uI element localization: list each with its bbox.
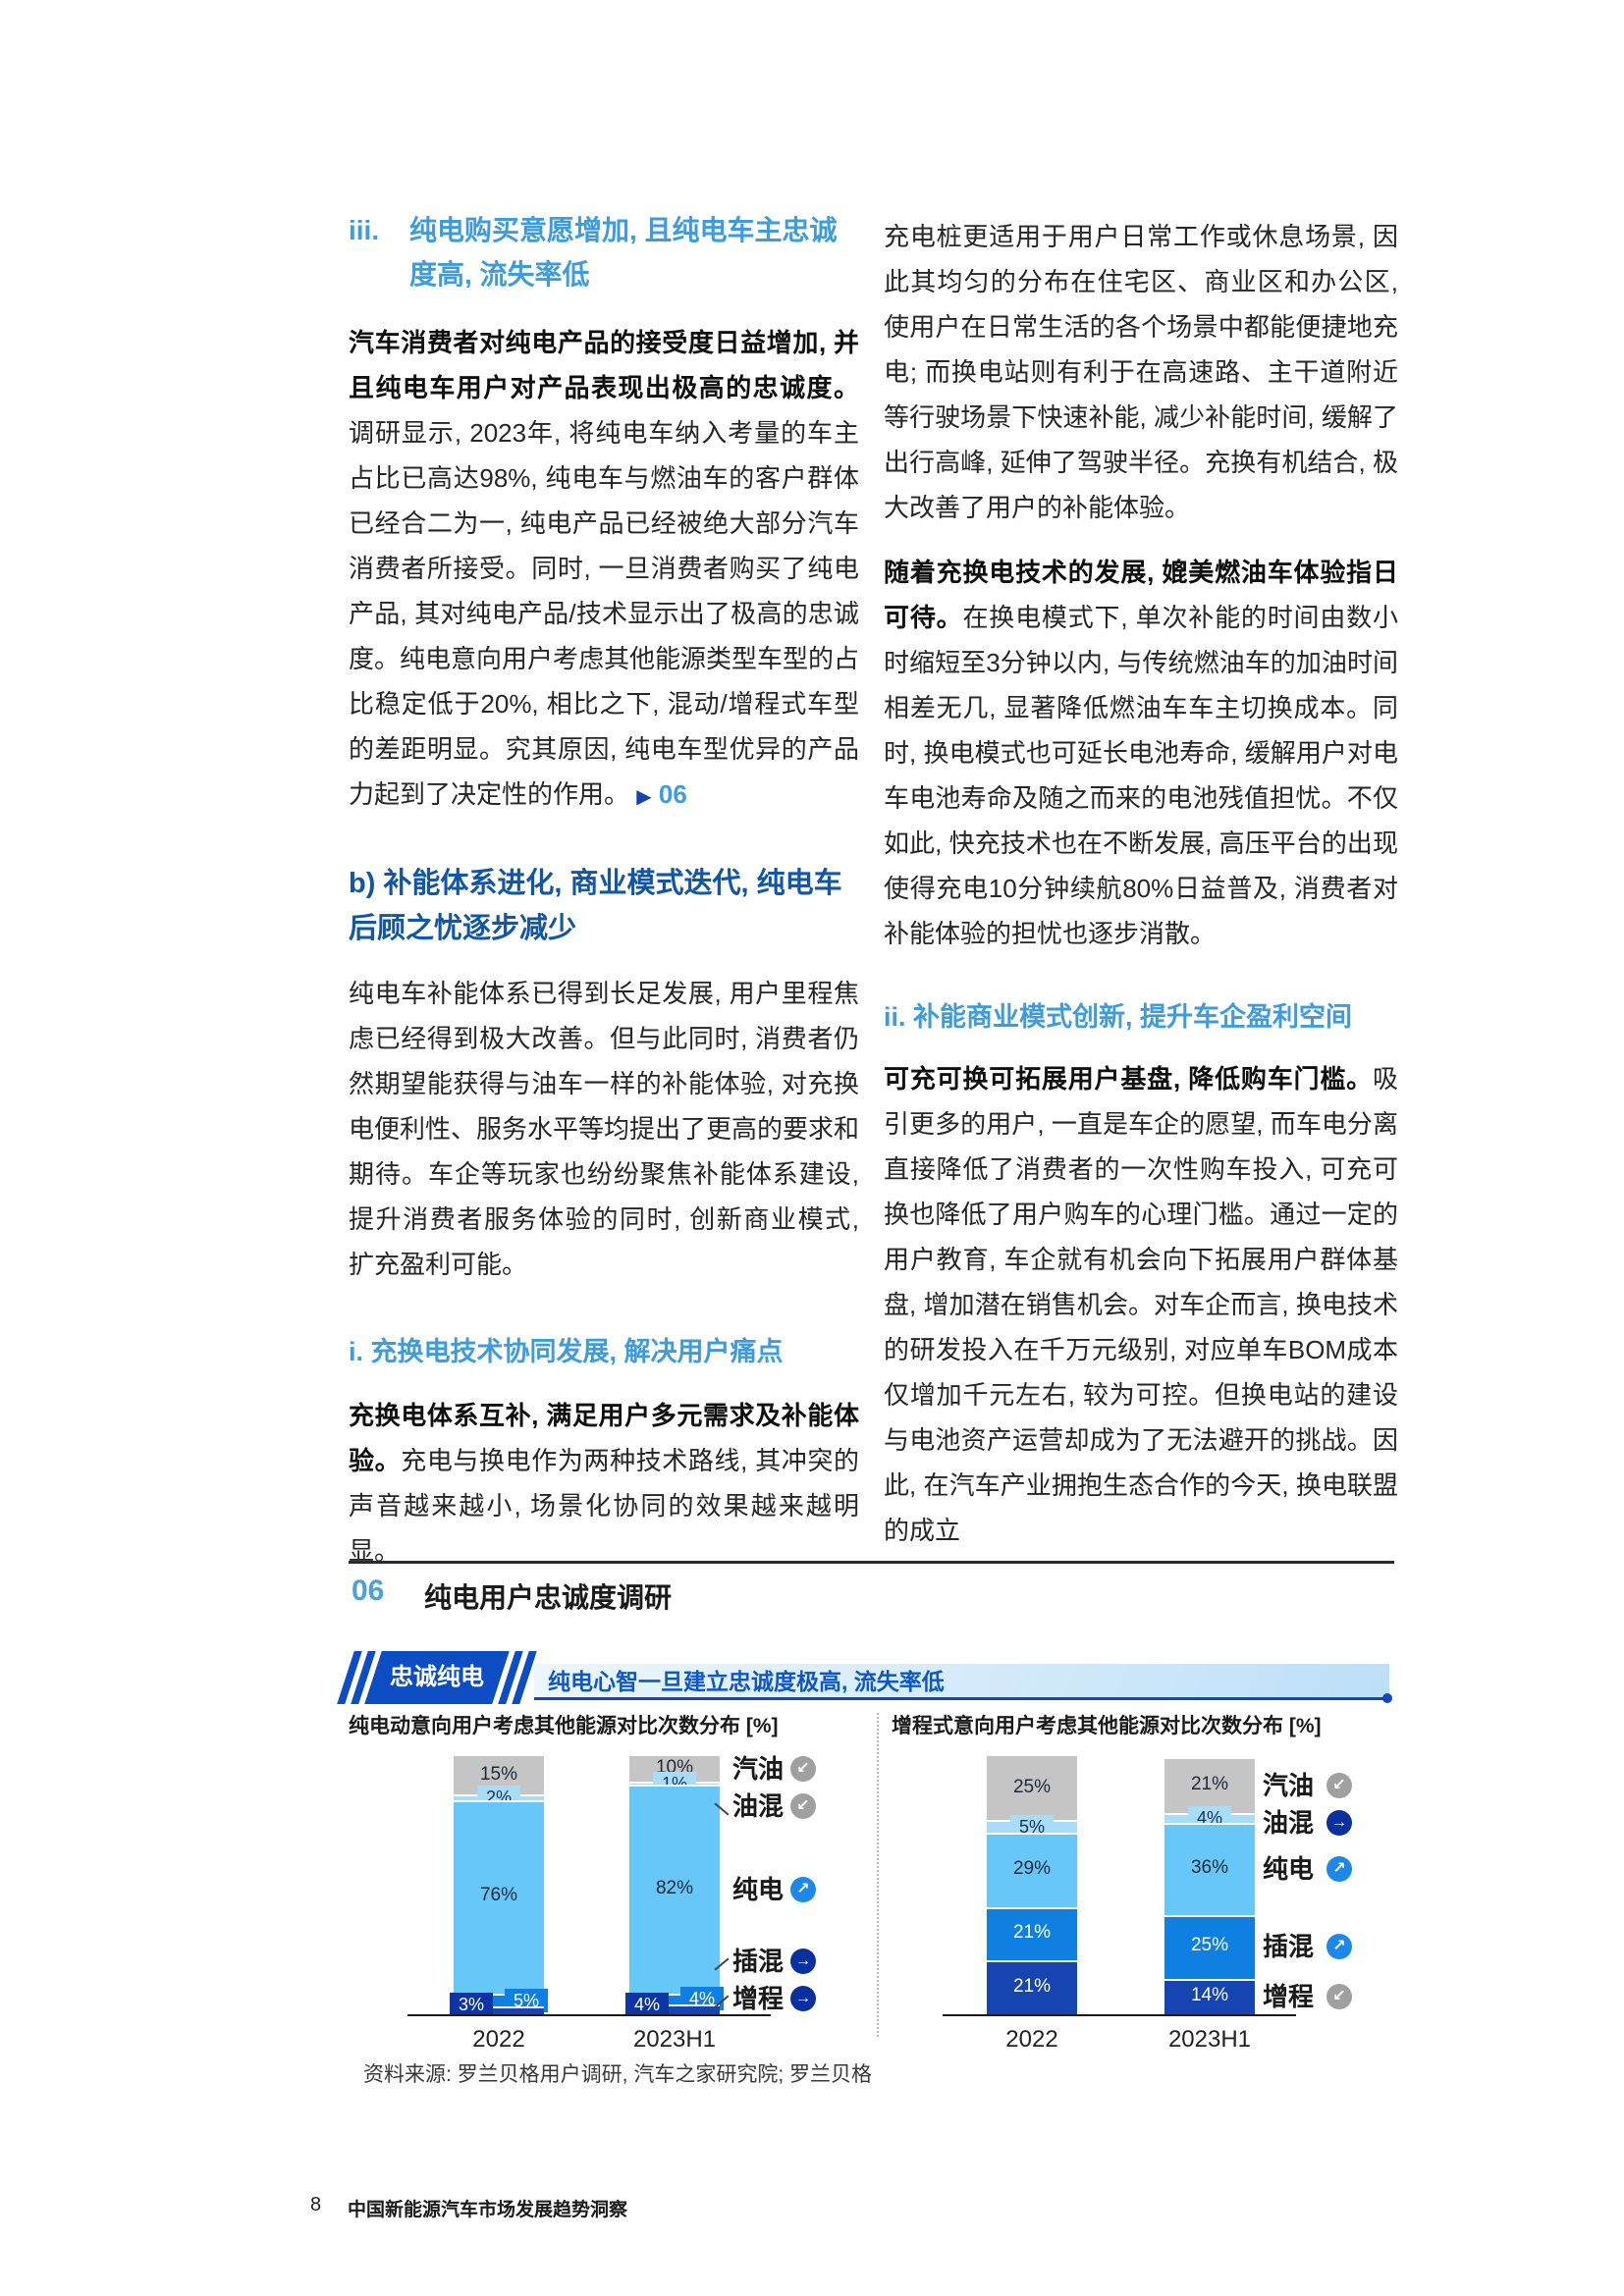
legend-label: 纯电 [732,1874,785,1904]
bar-segment [1164,1823,1255,1915]
bev-intenders-chart: 纯电动意向用户考虑其他能源对比次数分布 [%] 15% 2% 76% 5% 3% 2022 1… [334,1706,874,2059]
paragraph-charging-pile: 充电桩更适用于用户日常工作或休息场景, 因此其均匀的分布在住宅区、商业区和办公区… [884,222,1398,522]
page-number: 8 [310,2194,322,2216]
trend-flat-icon: → [790,1986,816,2011]
bar-segment-label: 25% [1012,1776,1052,1797]
paragraph-swap-experience: 随着充换电技术的发展, 媲美燃油车体验指日可待。在换电模式下, 单次补能的时间由… [884,558,1398,948]
banner-line-dot-icon [1382,1693,1392,1703]
bar-segment [454,2006,544,2014]
bar-segment-label: 3% [450,1993,493,2016]
bar-segment-label: 36% [1190,1856,1229,1878]
bar-segment-label: 76% [479,1885,518,1906]
banner-tag-label: 忠诚纯电 [390,1664,484,1690]
right-column: 充电桩更适用于用户日常工作或休息场景, 因此其均匀的分布在住宅区、商业区和办公区… [884,208,1398,1553]
trend-up-icon: ↗ [1326,1855,1352,1882]
bar-segment-label: 29% [1012,1858,1052,1880]
bar-segment [987,1906,1077,1961]
trend-flat-icon: → [1326,1810,1352,1837]
trend-up-icon: ↗ [790,1876,816,1902]
figure-ref-arrow-icon: ▶ [636,786,652,808]
bar-segment-label: 25% [1190,1935,1229,1956]
figure-title: 纯电用户忠诚度调研 [424,1582,673,1613]
left-column: iii. 纯电购买意愿增加, 且纯电车主忠诚度高, 流失率低 汽车消费者对纯电产… [349,208,859,1574]
trend-down-icon: ↙ [1326,1983,1352,2009]
paragraph-loyalty: 汽车消费者对纯电产品的接受度日益增加, 并且纯电车用户对产品表现出极高的忠诚度。… [349,328,860,809]
x-axis-label: 2022 [472,2026,525,2053]
bar-segment [987,1960,1077,2014]
paragraph-business-model: 可充可换可拓展用户基盘, 降低购车门槛。吸引更多的用户, 一直是车企的愿望, 而… [884,1064,1398,1545]
bar-segment [629,1994,720,2004]
heading-ii: ii. 补能商业模式创新, 提升车企盈利空间 [884,1002,1353,1032]
legend-label: 增程 [732,1984,785,2013]
legend-label: 增程 [1263,1981,1315,2011]
bar-segment [454,1799,544,1995]
legend-label: 油混 [732,1791,785,1822]
bar-segment [1164,1978,1255,2014]
x-axis [407,2014,771,2016]
figure-source: 资料来源: 罗兰贝格用户调研, 汽车之家研究院; 罗兰贝格 [363,2063,873,2086]
erev-intenders-chart: 增程式意向用户考虑其他能源对比次数分布 [%] 25% 5% 29% 21% 21% 202… [889,1706,1424,2059]
heading-iii-text: 纯电购买意愿增加, 且纯电车主忠诚度高, 流失率低 [409,215,838,290]
banner-strip [534,1664,1389,1700]
bar-segment [1164,1759,1255,1813]
trend-down-icon: ↙ [1326,1773,1352,1799]
x-axis-label: 2022 [1005,2026,1058,2053]
bar-segment-label: 21% [1190,1774,1229,1795]
legend-label: 插混 [1263,1932,1315,1962]
legend-label: 纯电 [1263,1853,1315,1884]
figure-top-rule [349,1561,1394,1564]
x-axis-label: 2023H1 [1167,2026,1252,2053]
bar-segment [1164,1914,1255,1979]
figure-number: 06 [352,1575,385,1607]
bar-segment [987,1833,1077,1907]
heading-i: i. 充换电技术协同发展, 解决用户痛点 [349,1337,784,1366]
bar-segment-label: 4% [625,1993,669,2016]
x-axis-label: 2023H1 [632,2026,717,2053]
paragraph-charging-swap: 充换电体系互补, 满足用户多元需求及补能体验。充电与换电作为两种技术路线, 其冲… [349,1401,859,1566]
heading-iii: iii. 纯电购买意愿增加, 且纯电车主忠诚度高, 流失率低 [349,208,859,296]
trend-down-icon: ↙ [790,1793,816,1820]
bar-segment-label: 21% [1012,1975,1052,1997]
charts-divider [877,1713,879,2037]
bar-segment [629,2003,720,2014]
bar-segment-label: 21% [1012,1922,1052,1944]
trend-flat-icon: → [790,1949,816,1974]
bar-segment-label: 82% [655,1877,694,1898]
bar-segment [629,1785,720,1995]
trend-up-icon: ↗ [1326,1934,1352,1960]
bar-segment-label: 14% [1190,1984,1229,2005]
banner-text: 纯电心智一旦建立忠诚度极高, 流失率低 [548,1669,945,1694]
bar-segment [987,1756,1077,1821]
paragraph-energy-system: 纯电车补能体系已得到长足发展, 用户里程焦虑已经得到极大改善。但与此同时, 消费… [349,979,860,1279]
legend-label: 插混 [732,1947,785,1976]
chart-title: 纯电动意向用户考虑其他能源对比次数分布 [%] [349,1715,779,1737]
x-axis [943,2014,1296,2016]
legend-label: 汽油 [732,1754,785,1785]
figure-ref-06: 06 [658,779,687,809]
bar-segment-label: 15% [479,1763,518,1785]
legend-label: 汽油 [1263,1771,1315,1801]
footer-doc-title: 中国新能源汽车市场发展趋势洞察 [348,2200,628,2220]
trend-down-icon: ↙ [790,1756,816,1783]
chart-title: 增程式意向用户考虑其他能源对比次数分布 [%] [892,1715,1322,1737]
legend-label: 油混 [1263,1808,1315,1839]
heading-iii-number: iii. [349,215,380,245]
heading-b: b) 补能体系进化, 商业模式迭代, 纯电车后顾之忧逐步减少 [349,868,842,944]
